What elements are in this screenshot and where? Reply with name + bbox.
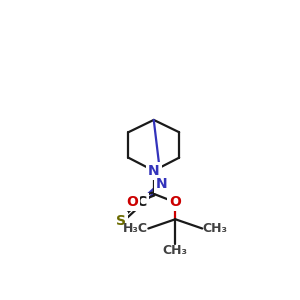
Text: O: O [126,195,138,209]
Text: C: C [136,195,147,209]
Text: N: N [156,177,167,191]
Text: H₃C: H₃C [123,222,148,235]
Text: CH₃: CH₃ [163,244,188,257]
Text: S: S [116,214,126,228]
Text: N: N [148,164,160,178]
Text: CH₃: CH₃ [202,222,227,235]
Text: O: O [169,195,181,209]
